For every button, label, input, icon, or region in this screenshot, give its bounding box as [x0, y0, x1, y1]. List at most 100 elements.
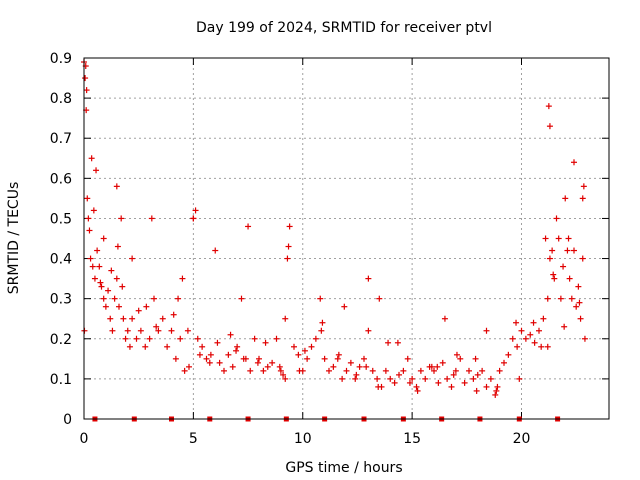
data-point: [192, 207, 199, 214]
data-point: [88, 155, 95, 162]
data-point: [544, 343, 551, 350]
data-point: [394, 339, 401, 346]
data-point: [164, 343, 171, 350]
data-point: [155, 327, 162, 334]
data-point: [561, 323, 568, 330]
data-point: [100, 295, 107, 302]
data-point: [509, 335, 516, 342]
data-point: [85, 215, 92, 222]
data-point: [295, 351, 302, 358]
data-point: [413, 383, 420, 390]
data-point: [318, 327, 325, 334]
data-point: [216, 359, 223, 366]
data-point: [199, 343, 206, 350]
data-point: [513, 319, 520, 326]
data-point: [129, 315, 136, 322]
data-point: [122, 335, 129, 342]
data-point: [581, 335, 588, 342]
data-point: [434, 363, 441, 370]
data-point: [575, 283, 582, 290]
data-point: [142, 343, 149, 350]
data-point: [579, 255, 586, 262]
data-point: [240, 355, 247, 362]
data-point: [203, 355, 210, 362]
data-point: [343, 367, 350, 374]
x-tick-label: 20: [513, 431, 531, 447]
data-point: [251, 335, 258, 342]
data-point: [86, 227, 93, 234]
data-point: [102, 303, 109, 310]
data-point: [119, 283, 126, 290]
data-point: [404, 355, 411, 362]
data-point: [98, 283, 105, 290]
data-point: [175, 295, 182, 302]
data-point: [82, 75, 89, 82]
data-point: [262, 339, 269, 346]
data-point: [286, 223, 293, 230]
data-point: [214, 339, 221, 346]
data-point: [479, 367, 486, 374]
data-point: [277, 367, 284, 374]
data-point: [391, 379, 398, 386]
data-point: [573, 303, 580, 310]
data-point: [577, 315, 584, 322]
data-point: [118, 215, 125, 222]
data-point: [146, 335, 153, 342]
data-point: [414, 387, 421, 394]
data-point: [496, 367, 503, 374]
data-point: [172, 355, 179, 362]
data-point: [555, 235, 562, 242]
data-point: [196, 351, 203, 358]
data-point: [126, 343, 133, 350]
data-point: [312, 335, 319, 342]
data-point: [571, 159, 577, 166]
data-point: [308, 343, 315, 350]
data-point: [96, 263, 103, 270]
data-point: [124, 327, 131, 334]
data-point: [129, 255, 136, 262]
y-axis-label: SRMTID / TECUs: [6, 182, 22, 295]
data-point: [505, 351, 512, 358]
data-point: [546, 255, 553, 262]
data-point: [470, 375, 477, 382]
data-point: [546, 123, 553, 130]
data-point: [135, 307, 142, 314]
data-point: [159, 315, 166, 322]
data-point: [100, 235, 107, 242]
x-axis-label: GPS time / hours: [285, 460, 402, 476]
data-point: [225, 351, 232, 358]
data-point: [565, 235, 572, 242]
data-point: [335, 351, 342, 358]
data-point: [452, 367, 459, 374]
data-point: [562, 195, 569, 202]
data-point: [120, 315, 127, 322]
y-tick-label: 0: [63, 412, 72, 428]
data-point: [334, 355, 341, 362]
data-point: [321, 355, 328, 362]
data-point: [550, 271, 557, 278]
data-point: [579, 195, 586, 202]
data-point: [341, 303, 348, 310]
data-point: [560, 263, 567, 270]
data-point: [83, 87, 90, 94]
data-point: [254, 359, 261, 366]
data-point: [568, 295, 575, 302]
data-point: [207, 351, 214, 358]
data-point: [304, 355, 311, 362]
data-point: [473, 387, 480, 394]
data-point: [194, 335, 201, 342]
data-point: [94, 247, 101, 254]
data-point: [285, 243, 292, 250]
data-point: [89, 263, 96, 270]
data-point: [387, 375, 394, 382]
data-point: [580, 183, 587, 190]
data-point: [206, 359, 213, 366]
data-point: [385, 339, 392, 346]
data-point: [256, 355, 262, 362]
data-point: [457, 355, 464, 362]
data-point: [382, 367, 389, 374]
data-point: [396, 371, 402, 378]
data-point: [238, 295, 245, 302]
data-point: [168, 327, 175, 334]
data-point: [177, 335, 184, 342]
